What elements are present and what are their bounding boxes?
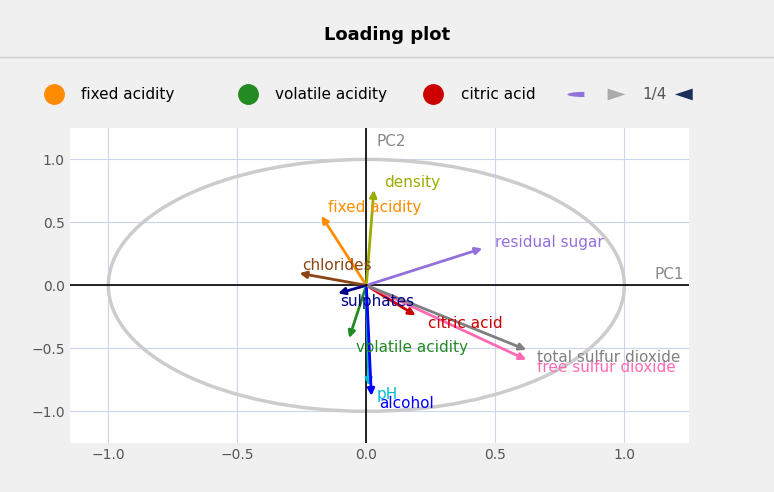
Text: total sulfur dioxide: total sulfur dioxide: [536, 350, 680, 365]
Text: fixed acidity: fixed acidity: [327, 200, 421, 215]
Text: chlorides: chlorides: [302, 258, 372, 273]
Text: sulphates: sulphates: [341, 294, 415, 309]
Text: Loading plot: Loading plot: [324, 26, 450, 44]
Text: volatile acidity: volatile acidity: [356, 339, 468, 355]
Text: density: density: [385, 175, 440, 189]
Text: PC1: PC1: [654, 267, 683, 281]
Polygon shape: [608, 89, 625, 100]
Text: volatile acidity: volatile acidity: [275, 87, 387, 102]
Text: citric acid: citric acid: [461, 87, 535, 102]
Text: free sulfur dioxide: free sulfur dioxide: [536, 360, 676, 375]
Text: residual sugar: residual sugar: [495, 235, 604, 250]
Text: citric acid: citric acid: [428, 316, 503, 331]
Text: fixed acidity: fixed acidity: [81, 87, 175, 102]
Text: PC2: PC2: [377, 134, 406, 149]
Text: alcohol: alcohol: [379, 396, 434, 411]
Polygon shape: [675, 89, 693, 100]
Text: 1/4: 1/4: [642, 87, 666, 102]
Wedge shape: [567, 92, 584, 97]
Text: pH: pH: [377, 387, 398, 402]
